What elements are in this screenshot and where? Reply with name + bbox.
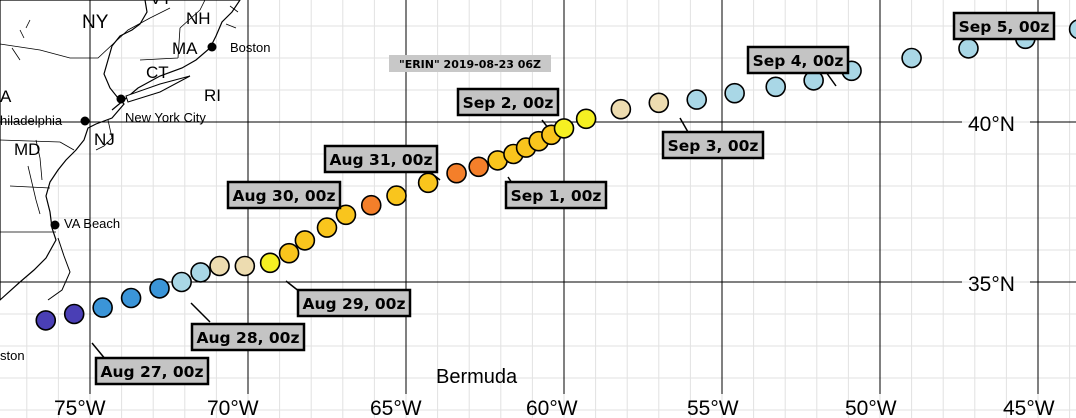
track-point xyxy=(335,204,357,226)
track-point xyxy=(1068,19,1076,40)
callout-aug29-text: Aug 29, 00z xyxy=(303,295,406,313)
track-point xyxy=(648,92,670,114)
lat-label-40n: 40°N xyxy=(968,113,1015,136)
us-east-coast-land xyxy=(0,0,241,301)
city-label-boston: Boston xyxy=(230,40,270,55)
track-point xyxy=(316,217,338,238)
lat-label-35n: 35°N xyxy=(968,273,1015,296)
callout-sep4: Sep 4, 00z xyxy=(746,45,850,75)
callout-aug28-text: Aug 28, 00z xyxy=(197,329,300,347)
va-beach-city-dot xyxy=(50,220,60,230)
callout-sep1: Sep 1, 00z xyxy=(504,180,608,210)
callout-aug28: Aug 28, 00z xyxy=(190,322,306,352)
storm-track xyxy=(35,19,1076,331)
track-point xyxy=(575,108,597,130)
state-label-nh: NH xyxy=(186,9,211,28)
track-point xyxy=(686,89,708,110)
track-point xyxy=(149,278,170,299)
state-label-nj: NJ xyxy=(94,130,115,149)
track-point xyxy=(171,271,192,293)
state-label-ct: CT xyxy=(146,63,169,82)
track-point xyxy=(417,172,439,194)
callout-aug31-text: Aug 31, 00z xyxy=(330,151,433,169)
callout-sep1-text: Sep 1, 00z xyxy=(511,187,602,205)
track-point xyxy=(468,156,489,178)
philadelphia-city-dot xyxy=(80,116,90,126)
lon-label-55w: 55°W xyxy=(687,397,739,418)
callout-aug29: Aug 29, 00z xyxy=(296,288,412,318)
callout-aug30: Aug 30, 00z xyxy=(226,180,342,210)
track-point xyxy=(259,252,281,274)
track-point xyxy=(765,76,787,98)
callout-aug31: Aug 31, 00z xyxy=(323,144,439,174)
callout-aug27: Aug 27, 00z xyxy=(94,356,210,386)
track-point xyxy=(120,287,142,309)
callout-sep2-text: Sep 2, 00z xyxy=(463,94,554,112)
track-point xyxy=(209,255,230,277)
city-label-boston-clipped: ston xyxy=(0,348,25,363)
state-label-md: MD xyxy=(14,140,40,159)
city-label-new-york: New York City xyxy=(125,110,206,125)
state-label-pa: A xyxy=(0,87,12,106)
boston-city-dot xyxy=(207,42,217,52)
track-point xyxy=(63,303,85,325)
track-point xyxy=(386,185,407,206)
track-point xyxy=(92,297,113,318)
callout-aug30-text: Aug 30, 00z xyxy=(233,187,336,205)
city-label-philadelphia: hiladelphia xyxy=(0,113,63,128)
track-point xyxy=(360,194,382,216)
callout-sep4-text: Sep 4, 00z xyxy=(753,52,844,70)
callout-sep2: Sep 2, 00z xyxy=(456,87,560,117)
lon-label-75w: 75°W xyxy=(54,397,106,418)
state-label-ri: RI xyxy=(204,86,221,105)
track-point xyxy=(724,82,745,104)
track-point xyxy=(901,47,922,69)
callout-aug27-text: Aug 27, 00z xyxy=(101,363,204,381)
track-point xyxy=(610,98,632,120)
callout-sep5-text: Sep 5, 00z xyxy=(959,18,1050,36)
track-point xyxy=(553,118,575,139)
city-label-va-beach: VA Beach xyxy=(64,216,120,231)
new-york-city-dot xyxy=(116,94,126,104)
track-point xyxy=(446,162,467,184)
lon-label-45w: 45°W xyxy=(1003,397,1055,418)
state-label-ma: MA xyxy=(172,39,198,58)
lon-label-65w: 65°W xyxy=(370,397,422,418)
callout-sep5: Sep 5, 00z xyxy=(952,11,1056,41)
callout-sep3: Sep 3, 00z xyxy=(661,130,765,160)
lon-label-60w: 60°W xyxy=(526,397,578,418)
track-point xyxy=(190,262,211,283)
callout-sep3-text: Sep 3, 00z xyxy=(668,137,759,155)
track-point xyxy=(958,38,979,59)
track-point xyxy=(234,255,256,277)
map-title-text: "ERIN" 2019-08-23 06Z xyxy=(399,58,541,71)
track-point xyxy=(35,310,57,331)
lon-label-70w: 70°W xyxy=(207,397,259,418)
major-gridlines xyxy=(0,0,1076,394)
state-label-vt: VT xyxy=(150,0,172,8)
track-point xyxy=(294,230,316,251)
state-label-ny: NY xyxy=(82,12,109,33)
lon-label-50w: 50°W xyxy=(845,397,897,418)
map-title: "ERIN" 2019-08-23 06Z xyxy=(389,55,551,72)
track-point xyxy=(278,242,300,264)
bermuda-label: Bermuda xyxy=(436,366,518,388)
